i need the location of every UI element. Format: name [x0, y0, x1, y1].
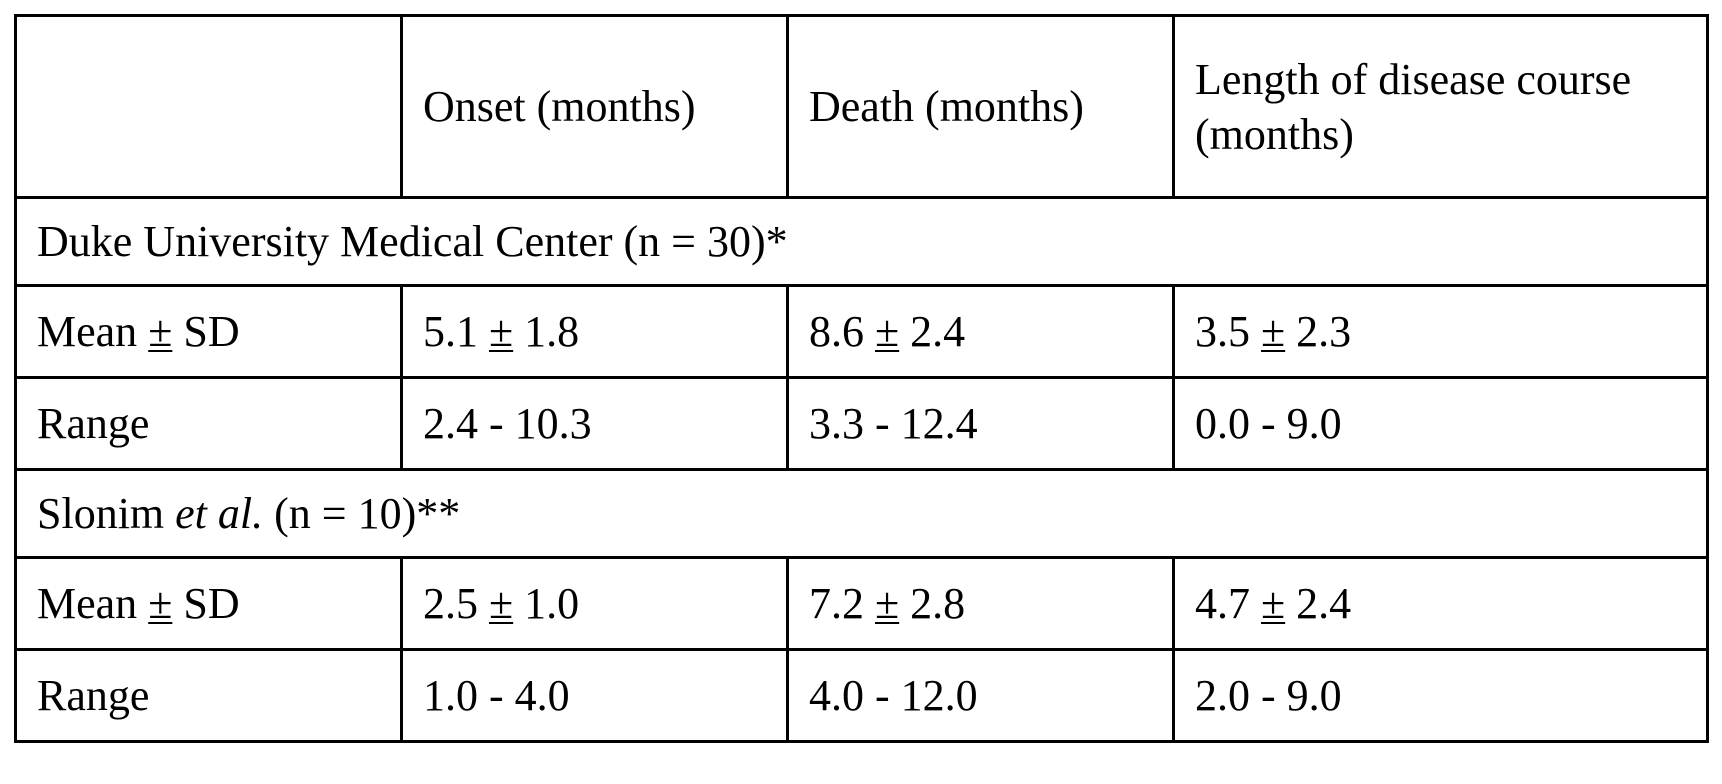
label-sd-text: SD: [172, 579, 240, 628]
header-length: Length of disease course (months): [1172, 14, 1709, 199]
row-label-mean-sd: Mean ± SD: [14, 556, 403, 651]
label-mean-text: Mean: [37, 579, 149, 628]
sd-value: 1.0: [524, 579, 580, 628]
sd-value: 2.4: [1296, 579, 1352, 628]
label-sd-text: SD: [172, 307, 240, 356]
cell-onset-mean-sd: 5.1 ± 1.8: [400, 284, 789, 379]
mean-value: 4.7: [1195, 579, 1250, 628]
data-table: Onset (months) Death (months) Length of …: [14, 14, 1709, 743]
section-title-slonim-n: (n = 10)**: [263, 489, 461, 538]
mean-value: 5.1: [423, 307, 478, 356]
cell-length-mean-sd: 4.7 ± 2.4: [1172, 556, 1709, 651]
header-empty-cell: [14, 14, 403, 199]
plus-minus-symbol: ±: [875, 307, 900, 356]
section-title-duke-n: (n = 30)*: [612, 217, 788, 266]
section-title-slonim-name: Slonim: [37, 489, 176, 538]
sd-value: 2.3: [1296, 307, 1352, 356]
label-mean-text: Mean: [37, 307, 149, 356]
header-death: Death (months): [786, 14, 1175, 199]
row-label-range: Range: [14, 376, 403, 471]
section-row-slonim: Slonim et al. (n = 10)**: [14, 468, 1709, 559]
header-onset: Onset (months): [400, 14, 789, 199]
plus-minus-symbol: ±: [148, 579, 173, 628]
cell-onset-mean-sd: 2.5 ± 1.0: [400, 556, 789, 651]
row-label-mean-sd: Mean ± SD: [14, 284, 403, 379]
mean-value: 8.6: [809, 307, 864, 356]
cell-length-mean-sd: 3.5 ± 2.3: [1172, 284, 1709, 379]
cell-onset-range: 2.4 - 10.3: [400, 376, 789, 471]
cell-death-range: 4.0 - 12.0: [786, 648, 1175, 743]
plus-minus-symbol: ±: [1261, 307, 1286, 356]
cell-death-mean-sd: 8.6 ± 2.4: [786, 284, 1175, 379]
sd-value: 2.8: [910, 579, 966, 628]
mean-value: 2.5: [423, 579, 478, 628]
cell-onset-range: 1.0 - 4.0: [400, 648, 789, 743]
cell-death-range: 3.3 - 12.4: [786, 376, 1175, 471]
plus-minus-symbol: ±: [489, 579, 514, 628]
section-title-duke-name: Duke University Medical Center: [37, 217, 613, 266]
cell-death-mean-sd: 7.2 ± 2.8: [786, 556, 1175, 651]
sd-value: 1.8: [524, 307, 580, 356]
cell-length-range: 2.0 - 9.0: [1172, 648, 1709, 743]
table-row-duke-mean: Mean ± SD 5.1 ± 1.8 8.6 ± 2.4 3.5 ± 2.3: [14, 284, 1709, 379]
section-row-duke: Duke University Medical Center (n = 30)*: [14, 196, 1709, 287]
mean-value: 3.5: [1195, 307, 1250, 356]
table-row-duke-range: Range 2.4 - 10.3 3.3 - 12.4 0.0 - 9.0: [14, 376, 1709, 471]
table-row-slonim-range: Range 1.0 - 4.0 4.0 - 12.0 2.0 - 9.0: [14, 648, 1709, 743]
row-label-range: Range: [14, 648, 403, 743]
section-title-slonim-etal: et al.: [175, 489, 264, 538]
section-title-slonim: Slonim et al. (n = 10)**: [14, 468, 1709, 559]
mean-value: 7.2: [809, 579, 864, 628]
sd-value: 2.4: [910, 307, 966, 356]
plus-minus-symbol: ±: [148, 307, 173, 356]
header-row: Onset (months) Death (months) Length of …: [14, 14, 1709, 199]
cell-length-range: 0.0 - 9.0: [1172, 376, 1709, 471]
plus-minus-symbol: ±: [875, 579, 900, 628]
section-title-duke: Duke University Medical Center (n = 30)*: [14, 196, 1709, 287]
table-row-slonim-mean: Mean ± SD 2.5 ± 1.0 7.2 ± 2.8 4.7 ± 2.4: [14, 556, 1709, 651]
plus-minus-symbol: ±: [1261, 579, 1286, 628]
plus-minus-symbol: ±: [489, 307, 514, 356]
